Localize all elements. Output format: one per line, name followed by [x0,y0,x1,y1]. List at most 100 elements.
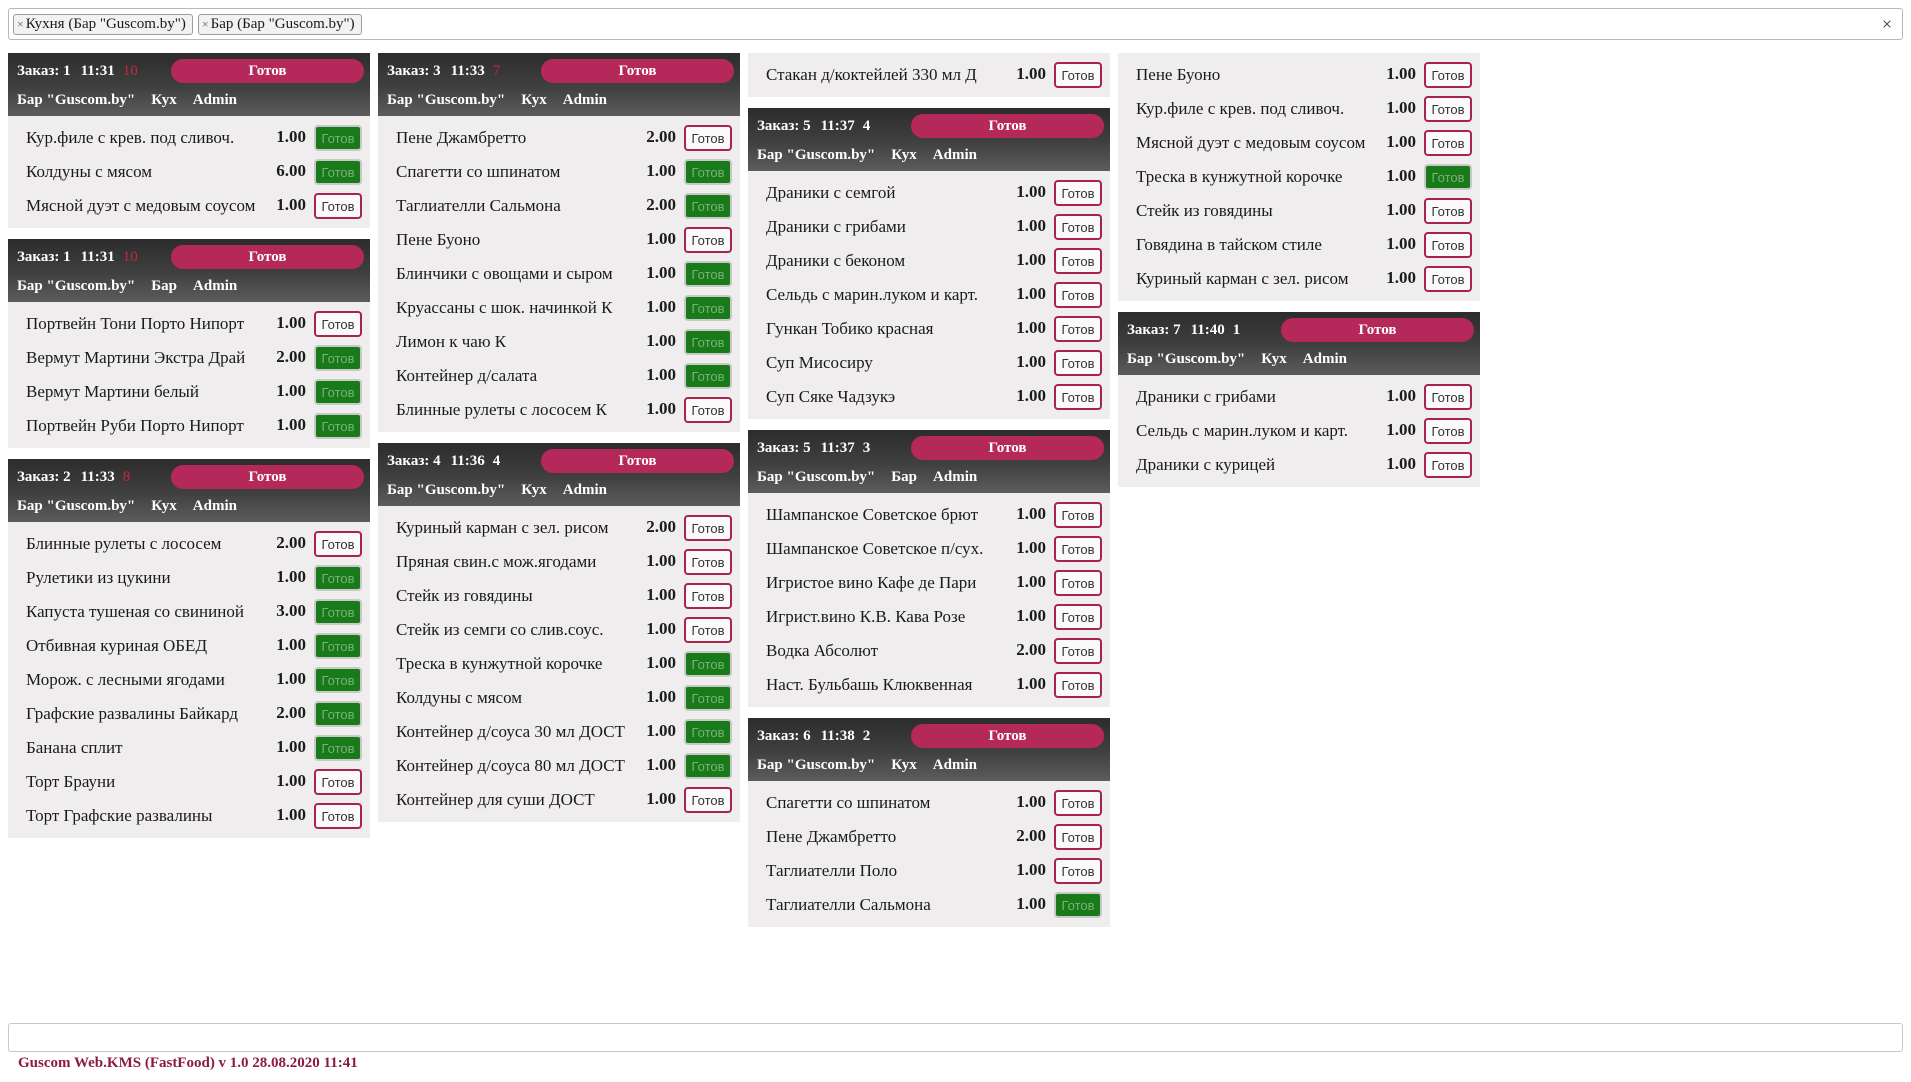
item-ready-button[interactable]: Готов [1054,570,1102,596]
filter-chip-label: Бар (Бар "Guscom.by") [210,16,355,32]
item-ready-button[interactable]: Готов [684,719,732,745]
order-header-info: Бар "Guscom.by" Кух Admin [1127,346,1471,372]
item-ready-button[interactable]: Готов [684,159,732,185]
item-ready-button[interactable]: Готов [684,125,732,151]
order-ready-button[interactable]: Готов [171,59,364,83]
item-ready-button[interactable]: Готов [1424,96,1472,122]
item-ready-button[interactable]: Готов [1054,672,1102,698]
item-ready-button[interactable]: Готов [314,379,362,405]
item-ready-button[interactable]: Готов [1424,164,1472,190]
order-ready-button[interactable]: Готов [1281,318,1474,342]
item-ready-button[interactable]: Готов [1424,62,1472,88]
order-item: Портвейн Руби Порто Нипорт 1.00 Готов [26,410,362,444]
item-quantity: 2.00 [1016,640,1046,659]
item-ready-button[interactable]: Готов [314,565,362,591]
item-ready-button[interactable]: Готов [314,193,362,219]
item-name: Вермут Мартини белый [26,382,199,401]
item-ready-button[interactable]: Готов [1054,180,1102,206]
item-ready-button[interactable]: Готов [684,295,732,321]
item-ready-button[interactable]: Готов [684,685,732,711]
item-ready-button[interactable]: Готов [1424,452,1472,478]
remove-filter-icon[interactable]: × [201,17,209,31]
item-ready-button[interactable]: Готов [1424,130,1472,156]
item-ready-button[interactable]: Готов [1054,824,1102,850]
item-ready-button[interactable]: Готов [684,227,732,253]
item-ready-button[interactable]: Готов [314,633,362,659]
item-ready-button[interactable]: Готов [1054,282,1102,308]
order-ready-button[interactable]: Готов [911,114,1104,138]
order-item: Пене Джамбретто 2.00 Готов [766,821,1102,855]
item-ready-button[interactable]: Готов [684,329,732,355]
item-ready-button[interactable]: Готов [684,397,732,423]
order-number: Заказ: 1 [17,248,71,265]
order-number: Заказ: 1 [17,62,71,79]
item-ready-button[interactable]: Готов [314,413,362,439]
order-ready-button[interactable]: Готов [171,465,364,489]
order-user: Admin [933,468,978,485]
item-ready-button[interactable]: Готов [684,617,732,643]
order-header-info: Бар "Guscom.by" Бар Admin [17,273,361,299]
item-ready-button[interactable]: Готов [1054,604,1102,630]
order-item: Отбивная куриная ОБЕД 1.00 Готов [26,630,362,664]
order-ready-button[interactable]: Готов [911,436,1104,460]
item-ready-button[interactable]: Готов [1424,198,1472,224]
clear-filters-icon[interactable]: × [1881,14,1892,34]
order-user: Admin [932,146,977,163]
item-ready-button[interactable]: Готов [684,583,732,609]
item-ready-button[interactable]: Готов [1054,858,1102,884]
item-name: Гункан Тобико красная [766,319,934,338]
item-ready-button[interactable]: Готов [684,515,732,541]
item-ready-button[interactable]: Готов [684,549,732,575]
item-ready-button[interactable]: Готов [1424,418,1472,444]
item-name: Лимон к чаю К [396,332,507,351]
item-ready-button[interactable]: Готов [314,667,362,693]
item-ready-button[interactable]: Готов [314,531,362,557]
order-ready-button[interactable]: Готов [911,724,1104,748]
item-ready-button[interactable]: Готов [684,753,732,779]
station-filter-bar[interactable]: × Кухня (Бар "Guscom.by") × Бар (Бар "Gu… [8,8,1903,40]
item-ready-button[interactable]: Готов [684,787,732,813]
item-quantity: 1.00 [276,737,306,756]
item-ready-button[interactable]: Готов [1424,266,1472,292]
order-ready-button[interactable]: Готов [541,59,734,83]
item-ready-button[interactable]: Готов [1424,232,1472,258]
item-ready-button[interactable]: Готов [684,651,732,677]
item-ready-button[interactable]: Готов [314,803,362,829]
filter-chip-bar[interactable]: × Бар (Бар "Guscom.by") [197,14,362,35]
item-ready-button[interactable]: Готов [684,363,732,389]
item-quantity: 1.00 [646,585,676,604]
item-quantity: 1.00 [276,805,306,824]
item-ready-button[interactable]: Готов [314,159,362,185]
item-ready-button[interactable]: Готов [1054,350,1102,376]
item-ready-button[interactable]: Готов [1054,62,1102,88]
item-ready-button[interactable]: Готов [1054,502,1102,528]
item-ready-button[interactable]: Готов [314,701,362,727]
item-ready-button[interactable]: Готов [314,735,362,761]
item-ready-button[interactable]: Готов [314,769,362,795]
item-ready-button[interactable]: Готов [1054,536,1102,562]
order-ready-button[interactable]: Готов [541,449,734,473]
item-ready-button[interactable]: Готов [314,311,362,337]
item-quantity: 1.00 [1016,606,1046,625]
order-ready-button[interactable]: Готов [171,245,364,269]
item-ready-button[interactable]: Готов [1054,316,1102,342]
filter-chip-kitchen[interactable]: × Кухня (Бар "Guscom.by") [13,14,193,35]
order-item: Портвейн Тони Порто Нипорт 1.00 Готов [26,308,362,342]
remove-filter-icon[interactable]: × [17,17,24,31]
item-ready-button[interactable]: Готов [684,193,732,219]
item-ready-button[interactable]: Готов [1054,214,1102,240]
order-place: Бар "Guscom.by" [757,756,876,773]
item-ready-button[interactable]: Готов [1424,384,1472,410]
item-ready-button[interactable]: Готов [314,599,362,625]
item-name: Стейк из говядины [1136,201,1273,220]
order-item: Шампанское Советское брют 1.00 Готов [766,499,1102,533]
item-ready-button[interactable]: Готов [1054,248,1102,274]
item-ready-button[interactable]: Готов [314,125,362,151]
item-ready-button[interactable]: Готов [1054,790,1102,816]
order-item: Мясной дуэт с медовым соусом 1.00 Готов [26,190,362,224]
item-ready-button[interactable]: Готов [684,261,732,287]
item-ready-button[interactable]: Готов [1054,384,1102,410]
item-ready-button[interactable]: Готов [1054,638,1102,664]
item-ready-button[interactable]: Готов [1054,892,1102,918]
item-ready-button[interactable]: Готов [314,345,362,371]
